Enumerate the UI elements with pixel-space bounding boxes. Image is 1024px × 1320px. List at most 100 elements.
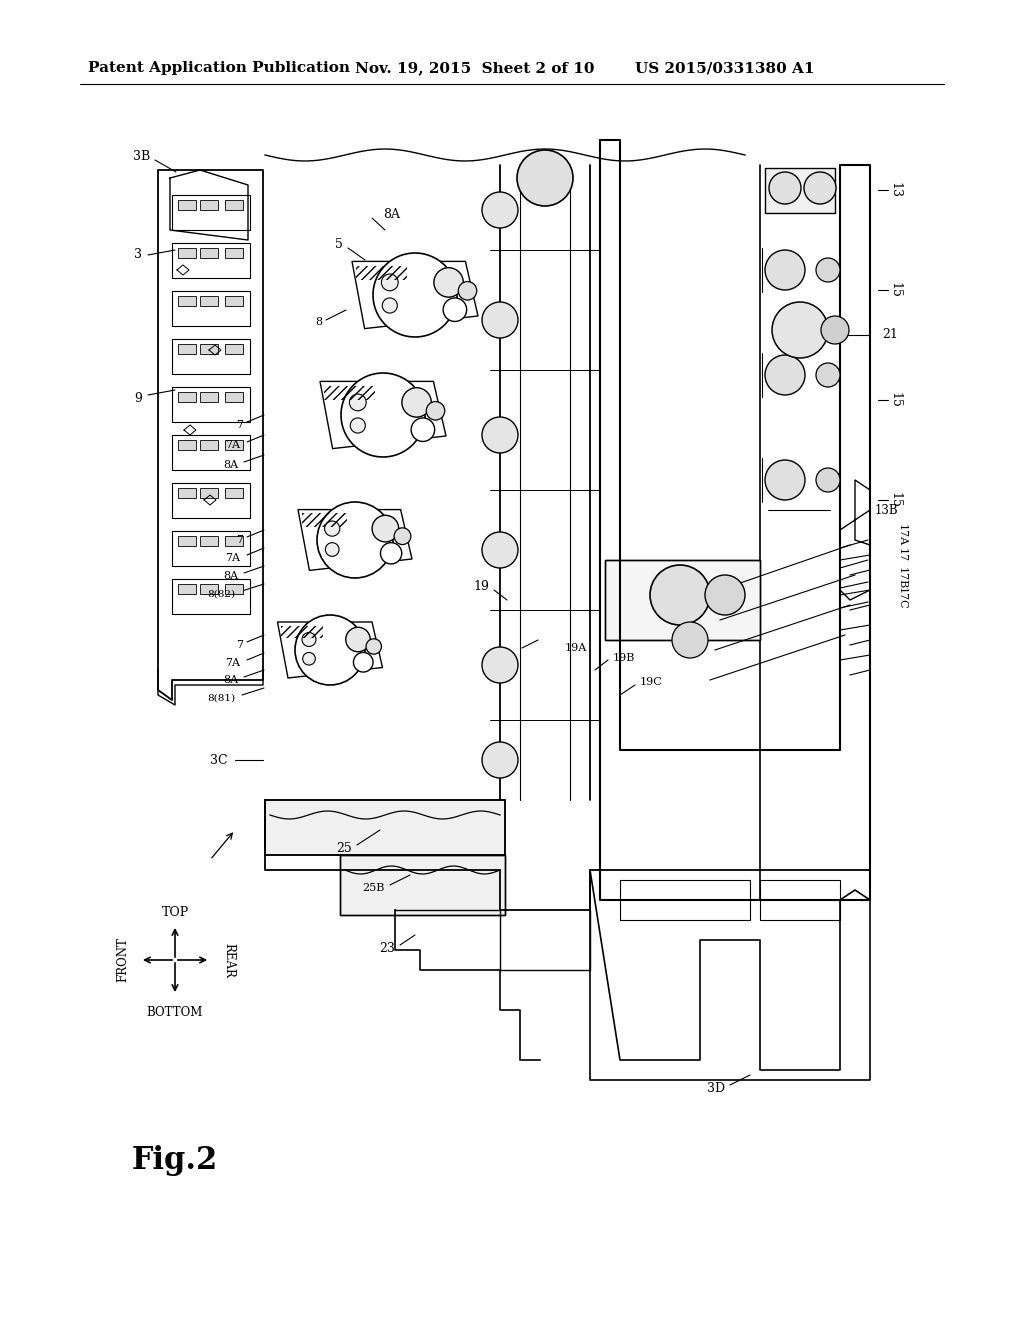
Bar bbox=[178, 392, 196, 403]
Circle shape bbox=[434, 268, 463, 297]
Circle shape bbox=[769, 172, 801, 205]
Circle shape bbox=[821, 315, 849, 345]
Bar bbox=[178, 248, 196, 257]
Circle shape bbox=[517, 150, 573, 206]
Bar bbox=[225, 440, 243, 450]
Text: 15: 15 bbox=[889, 282, 901, 298]
Text: 19C: 19C bbox=[640, 677, 663, 686]
Circle shape bbox=[295, 615, 365, 685]
Text: 7: 7 bbox=[236, 535, 243, 545]
Text: 17A: 17A bbox=[897, 524, 907, 546]
Bar bbox=[225, 488, 243, 498]
Bar bbox=[200, 583, 218, 594]
Bar bbox=[225, 536, 243, 546]
Circle shape bbox=[459, 281, 477, 300]
Bar bbox=[760, 880, 840, 920]
Bar bbox=[302, 513, 347, 527]
Bar bbox=[605, 560, 760, 640]
Bar bbox=[340, 855, 505, 915]
Text: 19B: 19B bbox=[613, 653, 635, 663]
Bar bbox=[265, 800, 505, 855]
Text: 17B: 17B bbox=[897, 566, 907, 589]
Text: 13: 13 bbox=[889, 182, 901, 198]
Circle shape bbox=[372, 515, 398, 543]
Circle shape bbox=[482, 647, 518, 682]
Bar bbox=[172, 436, 250, 470]
Circle shape bbox=[341, 374, 425, 457]
Text: 8(81): 8(81) bbox=[207, 693, 234, 702]
Text: Fig.2: Fig.2 bbox=[132, 1144, 218, 1176]
Circle shape bbox=[804, 172, 836, 205]
Bar bbox=[178, 440, 196, 450]
Text: 8: 8 bbox=[314, 317, 322, 327]
Circle shape bbox=[772, 302, 828, 358]
Text: 8A: 8A bbox=[223, 675, 238, 685]
Bar bbox=[178, 296, 196, 306]
Circle shape bbox=[482, 191, 518, 228]
Text: FRONT: FRONT bbox=[117, 937, 129, 982]
Circle shape bbox=[349, 393, 367, 411]
Text: 17: 17 bbox=[897, 548, 907, 562]
Bar bbox=[225, 392, 243, 403]
Bar bbox=[178, 345, 196, 354]
Text: 7: 7 bbox=[236, 420, 243, 430]
Bar bbox=[172, 290, 250, 326]
Text: 3: 3 bbox=[134, 248, 142, 261]
Circle shape bbox=[317, 502, 393, 578]
Circle shape bbox=[816, 469, 840, 492]
Bar bbox=[172, 195, 250, 230]
Text: 8A: 8A bbox=[223, 572, 238, 581]
Circle shape bbox=[816, 257, 840, 282]
Text: 23: 23 bbox=[379, 941, 395, 954]
Bar bbox=[265, 800, 505, 855]
Text: 7A: 7A bbox=[225, 553, 240, 564]
Bar bbox=[172, 339, 250, 374]
Text: 8(82): 8(82) bbox=[207, 590, 234, 598]
Bar bbox=[281, 626, 323, 638]
Circle shape bbox=[765, 249, 805, 290]
Circle shape bbox=[672, 622, 708, 657]
Circle shape bbox=[326, 543, 339, 556]
Bar bbox=[225, 345, 243, 354]
Circle shape bbox=[816, 363, 840, 387]
Circle shape bbox=[366, 639, 382, 655]
Circle shape bbox=[325, 521, 340, 536]
Bar bbox=[225, 248, 243, 257]
Bar bbox=[172, 531, 250, 566]
Circle shape bbox=[765, 459, 805, 500]
Text: 25: 25 bbox=[336, 842, 352, 854]
Circle shape bbox=[373, 253, 457, 337]
Bar bbox=[200, 392, 218, 403]
Text: 7: 7 bbox=[236, 640, 243, 649]
Text: Nov. 19, 2015  Sheet 2 of 10: Nov. 19, 2015 Sheet 2 of 10 bbox=[355, 61, 595, 75]
Bar bbox=[172, 243, 250, 279]
Circle shape bbox=[381, 275, 398, 290]
Circle shape bbox=[482, 532, 518, 568]
Bar bbox=[200, 440, 218, 450]
Text: US 2015/0331380 A1: US 2015/0331380 A1 bbox=[635, 61, 814, 75]
Circle shape bbox=[353, 652, 373, 672]
Bar bbox=[178, 488, 196, 498]
Bar bbox=[325, 385, 375, 400]
Circle shape bbox=[401, 388, 431, 417]
Circle shape bbox=[426, 401, 444, 420]
Bar bbox=[200, 488, 218, 498]
Circle shape bbox=[350, 418, 366, 433]
Circle shape bbox=[443, 298, 467, 322]
Circle shape bbox=[412, 418, 434, 441]
Bar bbox=[356, 265, 407, 280]
Circle shape bbox=[302, 632, 316, 647]
Text: TOP: TOP bbox=[162, 906, 188, 919]
Text: 15: 15 bbox=[889, 492, 901, 508]
Bar bbox=[172, 387, 250, 422]
Text: Patent Application Publication: Patent Application Publication bbox=[88, 61, 350, 75]
Bar bbox=[765, 168, 835, 213]
Text: 17C: 17C bbox=[897, 586, 907, 610]
Text: 3D: 3D bbox=[707, 1081, 725, 1094]
Bar bbox=[340, 855, 505, 915]
Bar bbox=[178, 536, 196, 546]
Text: 9: 9 bbox=[134, 392, 142, 404]
Bar bbox=[200, 536, 218, 546]
Text: 8A: 8A bbox=[223, 459, 238, 470]
Bar bbox=[225, 583, 243, 594]
